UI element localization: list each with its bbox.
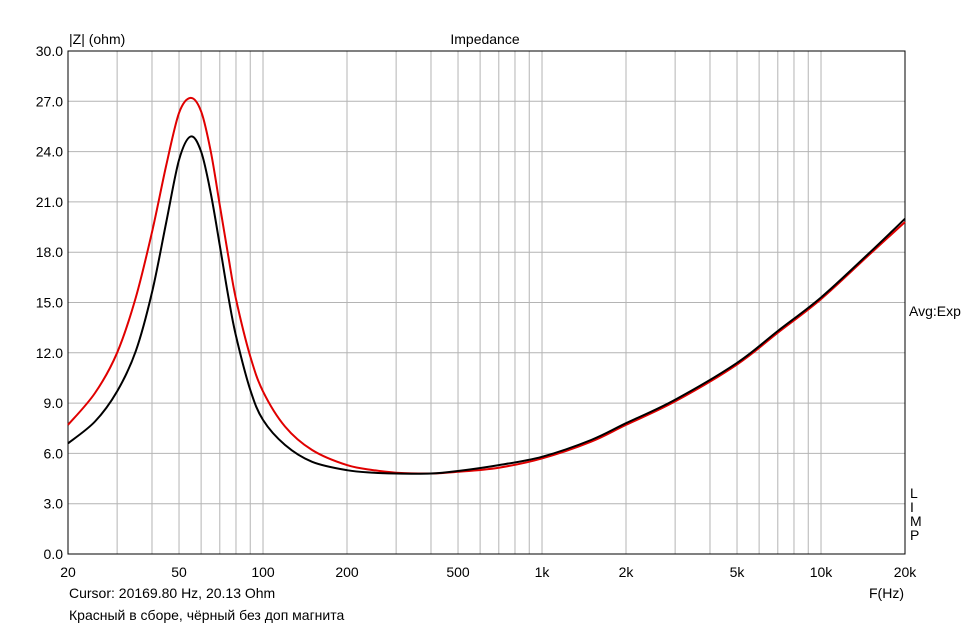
x-tick-label: 50 xyxy=(171,564,187,580)
y-tick-labels: 0.0 3.0 6.0 9.0 12.0 15.0 18.0 21.0 24.0 27.0 30.0 xyxy=(36,43,63,562)
cursor-readout: Cursor: 20169.80 Hz, 20.13 Ohm xyxy=(69,585,275,601)
chart-caption: Красный в сборе, чёрный без доп магнита xyxy=(69,607,344,623)
x-tick-label: 1k xyxy=(535,564,551,580)
x-tick-label: 100 xyxy=(251,564,275,580)
y-axis-label: |Z| (ohm) xyxy=(69,31,125,47)
y-tick-label: 27.0 xyxy=(36,93,63,109)
avg-mode-label: Avg:Exp xyxy=(909,303,961,319)
x-tick-label: 5k xyxy=(730,564,746,580)
series-line-black xyxy=(67,135,906,475)
y-tick-label: 21.0 xyxy=(36,194,63,210)
series-line-red xyxy=(67,96,906,475)
x-tick-labels: 20 50 100 200 500 1k 2k 5k 10k 20k xyxy=(60,564,917,580)
plot-frame xyxy=(67,50,906,555)
chart-title: Impedance xyxy=(450,31,519,47)
x-tick-label: 500 xyxy=(446,564,470,580)
limp-letter: L xyxy=(910,485,918,501)
x-tick-label: 20k xyxy=(894,564,918,580)
y-tick-label: 9.0 xyxy=(44,395,64,411)
y-tick-label: 30.0 xyxy=(36,43,63,59)
limp-letter: I xyxy=(910,499,914,515)
y-tick-label: 0.0 xyxy=(44,546,64,562)
limp-letter: P xyxy=(910,527,919,543)
y-tick-label: 12.0 xyxy=(36,345,63,361)
y-tick-label: 24.0 xyxy=(36,144,63,160)
grid-lines xyxy=(68,51,905,554)
y-tick-label: 18.0 xyxy=(36,244,63,260)
x-tick-label: 10k xyxy=(810,564,834,580)
x-tick-label: 20 xyxy=(60,564,76,580)
x-tick-label: 200 xyxy=(335,564,359,580)
x-axis-label: F(Hz) xyxy=(869,585,904,601)
x-tick-label: 2k xyxy=(619,564,635,580)
limp-letter: M xyxy=(910,513,922,529)
y-tick-label: 15.0 xyxy=(36,295,63,311)
y-tick-label: 6.0 xyxy=(44,445,64,461)
y-tick-label: 3.0 xyxy=(44,496,64,512)
series-layer xyxy=(67,96,906,475)
